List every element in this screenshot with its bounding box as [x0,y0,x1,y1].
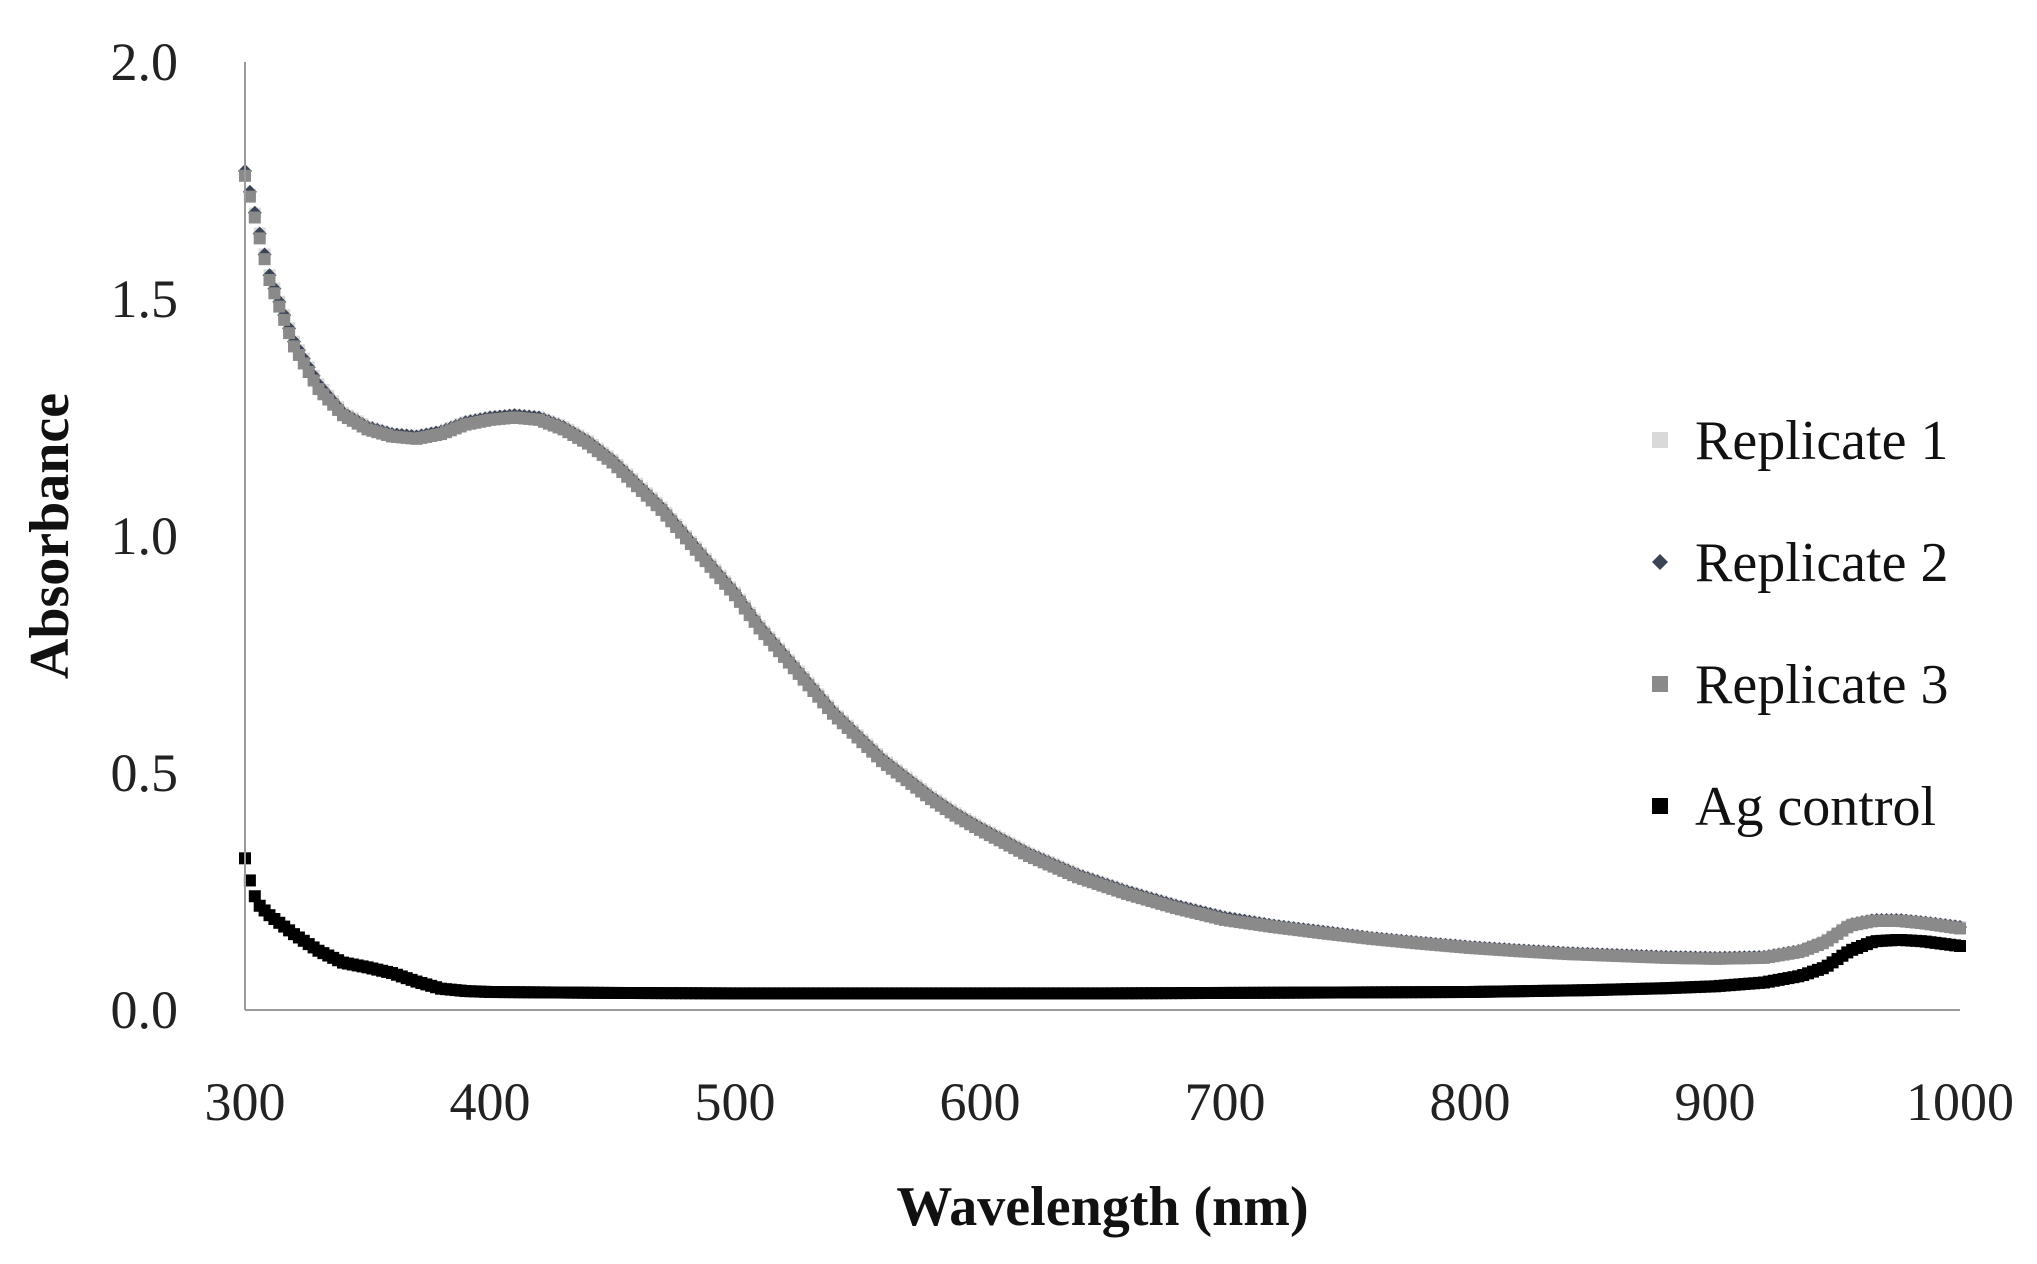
data-point [283,327,296,340]
series-replicate-3 [239,169,1966,965]
x-axis-title: Wavelength (nm) [896,1176,1308,1238]
x-tick-label: 600 [940,1072,1021,1132]
data-point [248,890,261,903]
legend-label: Replicate 2 [1695,532,1948,594]
y-tick-label: 1.0 [111,506,179,566]
data-point [1954,922,1966,935]
x-tick-label: 400 [450,1072,531,1132]
data-point [253,232,266,245]
legend-marker [1652,554,1668,570]
plot-area [238,164,1967,1000]
x-tick-label: 800 [1430,1072,1511,1132]
x-tick-label: 900 [1675,1072,1756,1132]
series-ag-control [239,852,1966,1000]
y-tick-label: 0.0 [111,980,179,1040]
data-point [278,313,291,326]
data-point [243,874,256,887]
y-tick-label: 2.0 [111,32,179,92]
legend-marker [1652,432,1668,448]
data-point [243,190,256,203]
data-point [258,253,271,266]
x-tick-label: 700 [1185,1072,1266,1132]
y-tick-label: 1.5 [111,269,179,329]
legend: Replicate 1 Replicate 2 Replicate 3 Ag cont… [1652,410,1948,838]
y-axis-ticks: 0.0 0.5 1.0 1.5 2.0 [111,32,179,1040]
data-point [273,300,286,313]
x-tick-label: 1000 [1906,1072,2014,1132]
x-tick-label: 500 [695,1072,776,1132]
data-point [1954,940,1966,953]
data-point [263,274,276,287]
legend-label: Ag control [1695,776,1936,838]
y-axis-title: Absorbance [19,393,81,679]
y-tick-label: 0.5 [111,743,179,803]
legend-label: Replicate 1 [1695,410,1948,472]
legend-marker [1652,798,1668,814]
x-tick-label: 300 [205,1072,286,1132]
data-point [268,287,281,300]
x-axis-ticks: 300 400 500 600 700 800 900 1000 [205,1072,2015,1132]
legend-marker [1652,676,1668,692]
legend-label: Replicate 3 [1695,654,1948,716]
data-point [248,211,261,224]
